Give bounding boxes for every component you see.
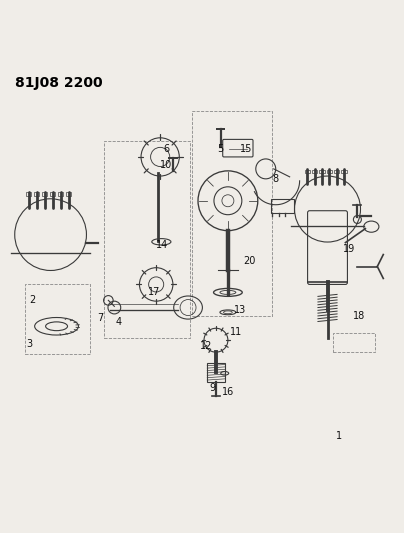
Bar	[271, 199, 294, 213]
Bar	[50, 192, 55, 196]
Text: 81J08 2200: 81J08 2200	[15, 76, 102, 91]
Bar	[34, 192, 40, 196]
Text: 13: 13	[234, 305, 246, 316]
Text: 17: 17	[148, 287, 160, 297]
Text: 11: 11	[230, 327, 242, 337]
Bar	[25, 285, 90, 354]
Text: 20: 20	[244, 255, 256, 265]
Bar	[207, 363, 225, 382]
Text: 10: 10	[160, 160, 172, 170]
Text: 4: 4	[115, 317, 121, 327]
Bar	[66, 192, 72, 196]
Text: 1: 1	[337, 431, 343, 441]
Bar	[312, 170, 317, 173]
Text: 15: 15	[240, 144, 252, 154]
Bar	[192, 111, 272, 316]
Text: 6: 6	[163, 144, 169, 154]
Bar	[42, 192, 47, 196]
Bar	[327, 170, 332, 173]
Bar	[320, 170, 324, 173]
Bar	[104, 141, 190, 338]
Bar	[305, 170, 310, 173]
Bar	[334, 170, 339, 173]
Text: 16: 16	[222, 387, 234, 397]
Text: 5: 5	[217, 144, 223, 154]
Text: 9: 9	[209, 383, 215, 393]
Text: 14: 14	[156, 240, 168, 249]
Bar	[341, 170, 347, 173]
Bar	[58, 192, 63, 196]
Bar	[333, 333, 375, 352]
Bar	[26, 192, 32, 196]
Text: 19: 19	[343, 244, 356, 254]
Text: 3: 3	[27, 339, 33, 349]
Text: 12: 12	[200, 341, 212, 351]
Text: 7: 7	[97, 313, 103, 324]
Text: 2: 2	[29, 295, 36, 305]
Text: 8: 8	[273, 174, 279, 184]
Text: 18: 18	[353, 311, 366, 321]
